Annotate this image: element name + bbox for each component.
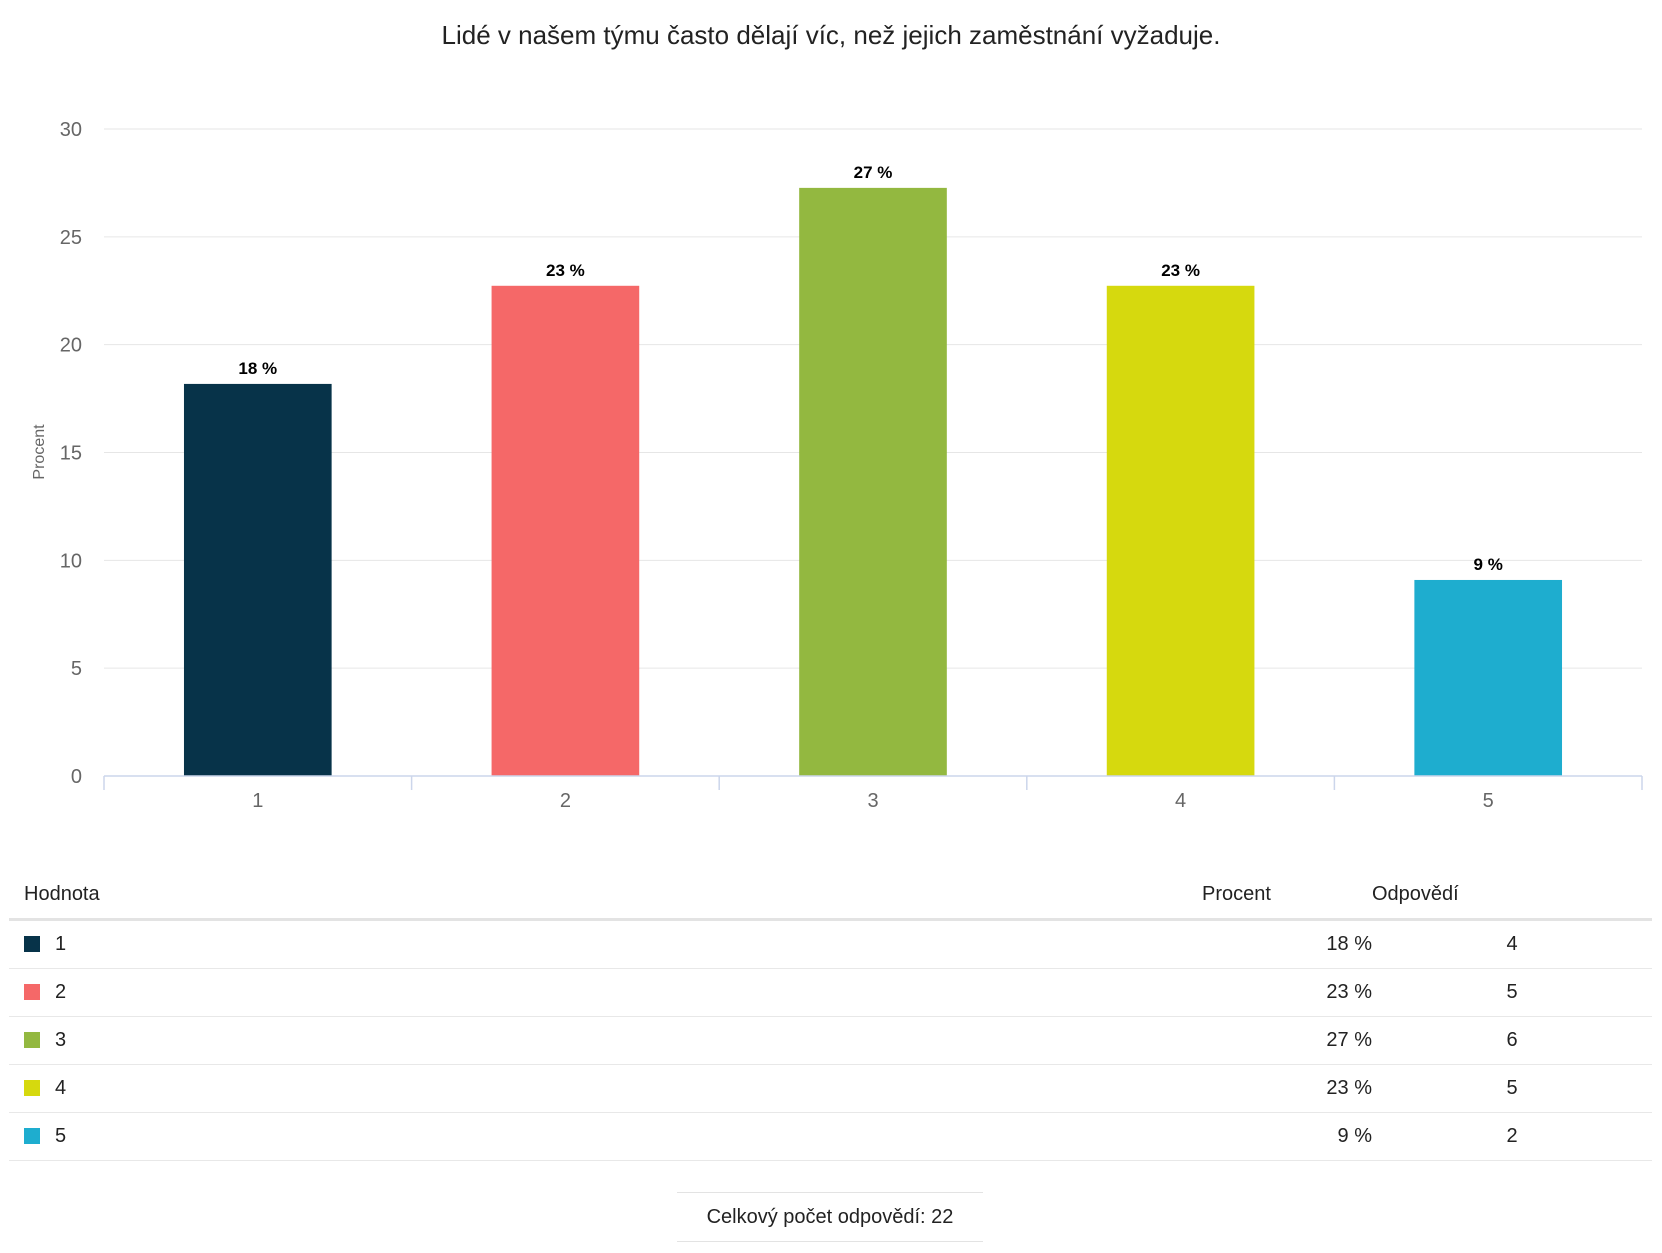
x-tick-label: 3 [867, 790, 878, 812]
y-tick-label: 5 [71, 658, 82, 680]
table-row: 4 23 % 5 [9, 1064, 1652, 1113]
row-percent: 23 % [1202, 968, 1372, 1017]
y-tick-label: 20 [60, 335, 82, 357]
row-responses: 6 [1372, 1016, 1652, 1065]
table-row: 2 23 % 5 [9, 968, 1652, 1017]
total-responses: Celkový počet odpovědí: 22 [677, 1192, 983, 1242]
row-percent: 27 % [1202, 1016, 1372, 1065]
row-value-cell: 2 [9, 968, 1202, 1017]
color-swatch [24, 984, 40, 1000]
row-responses: 5 [1372, 968, 1652, 1017]
y-tick-label: 10 [60, 550, 82, 572]
row-percent: 9 % [1202, 1112, 1372, 1161]
bar-3 [799, 187, 947, 776]
total-value: 22 [931, 1206, 954, 1228]
x-tick-label: 2 [560, 790, 571, 812]
summary-table: Hodnota Procent Odpovědí 1 18 % 4 2 23 %… [9, 870, 1652, 1161]
row-percent: 23 % [1202, 1064, 1372, 1113]
data-label: 18 % [238, 359, 277, 378]
row-value: 2 [55, 981, 67, 1003]
chart-svg: Lidé v našem týmu často dělají víc, než … [31, 20, 1643, 812]
x-tick-label: 5 [1483, 790, 1494, 812]
row-value-cell: 5 [9, 1112, 1202, 1161]
bar-2 [491, 285, 640, 776]
table-row: 3 27 % 6 [9, 1016, 1652, 1065]
header-percent: Procent [1202, 870, 1372, 921]
row-value: 3 [55, 1029, 67, 1051]
y-tick-label: 0 [71, 766, 82, 788]
row-value: 1 [55, 933, 67, 955]
bar-chart: Lidé v našem týmu často dělají víc, než … [31, 20, 1643, 812]
row-value-cell: 4 [9, 1064, 1202, 1113]
x-tick-label: 1 [252, 790, 263, 812]
header-value: Hodnota [9, 870, 1202, 921]
y-tick-label: 30 [60, 119, 82, 141]
row-value: 5 [55, 1125, 67, 1147]
row-value: 4 [55, 1077, 67, 1099]
bar-5 [1414, 579, 1563, 776]
total-label: Celkový počet odpovědí: [706, 1206, 926, 1228]
row-responses: 2 [1372, 1112, 1652, 1161]
header-responses: Odpovědí [1372, 870, 1652, 921]
data-label: 27 % [854, 163, 893, 182]
row-value-cell: 3 [9, 1016, 1202, 1065]
color-swatch [24, 1128, 40, 1144]
y-tick-label: 25 [60, 227, 82, 249]
color-swatch [24, 936, 40, 952]
table-row: 5 9 % 2 [9, 1112, 1652, 1161]
row-responses: 5 [1372, 1064, 1652, 1113]
chart-title: Lidé v našem týmu často dělají víc, než … [442, 20, 1221, 50]
data-label: 9 % [1474, 555, 1503, 574]
table-header-row: Hodnota Procent Odpovědí [9, 870, 1652, 921]
row-responses: 4 [1372, 919, 1652, 969]
row-percent: 18 % [1202, 919, 1372, 969]
table-row: 1 18 % 4 [9, 919, 1652, 969]
color-swatch [24, 1032, 40, 1048]
x-tick-label: 4 [1175, 790, 1186, 812]
table-body: 1 18 % 4 2 23 % 5 3 27 % 6 4 23 % 5 5 9 … [9, 919, 1652, 1161]
data-label: 23 % [546, 261, 585, 280]
y-tick-label: 15 [60, 443, 82, 465]
row-value-cell: 1 [9, 919, 1202, 969]
y-axis-title: Procent [31, 424, 48, 480]
bar-4 [1106, 285, 1255, 776]
color-swatch [24, 1080, 40, 1096]
data-label: 23 % [1161, 261, 1200, 280]
bar-1 [183, 383, 332, 776]
